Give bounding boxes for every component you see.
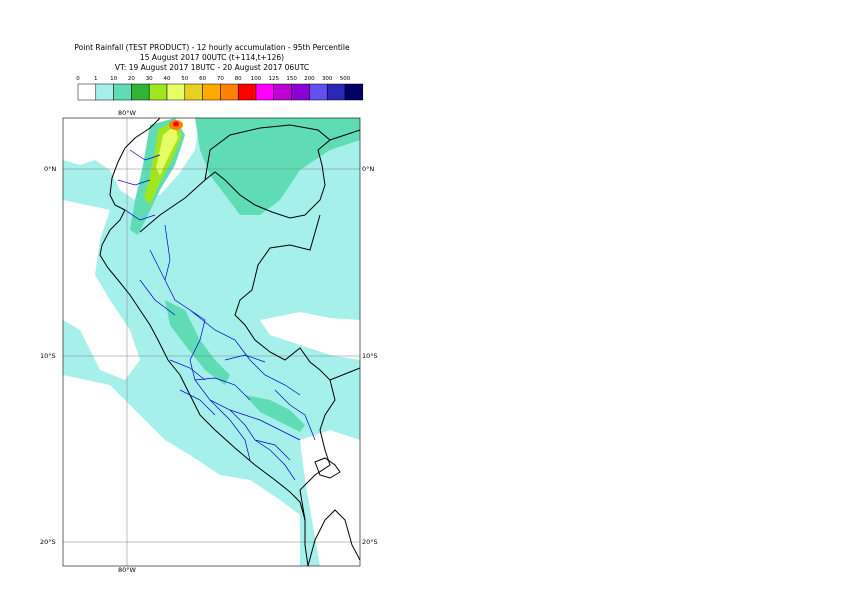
- lake-titicaca: [314, 457, 341, 479]
- legend-label-8: 70: [217, 76, 224, 82]
- ecuador-border: [139, 129, 360, 233]
- legend-label-14: 300: [322, 76, 333, 82]
- legend-label-5: 40: [164, 76, 171, 82]
- dry-area-east: [260, 312, 360, 360]
- legend-label-4: 30: [146, 76, 153, 82]
- peru-brazil-border: [234, 214, 336, 521]
- legend-labels: 0 1 10 20 30 40 50 60 70 80 100 125 150 200 300 500: [76, 76, 350, 82]
- lat-label-10s-left: 10°S: [40, 352, 56, 360]
- rain-fields: [63, 118, 360, 566]
- precipitation-legend: 0 1 10 20 30 40 50 60 70 80 100 125 150 200 300 500: [76, 76, 364, 101]
- legend-label-9: 80: [235, 76, 242, 82]
- title-line-3: VT: 19 August 2017 18UTC - 20 August 201…: [114, 63, 310, 72]
- title-line-2: 15 August 2017 00UTC (t+114,t+126): [139, 53, 285, 62]
- ecuador-provinces: [117, 149, 161, 221]
- graticule: [63, 118, 360, 566]
- chile-border: [307, 509, 360, 566]
- lon-label-bottom: 80°W: [118, 566, 136, 574]
- legend-box-15: [344, 83, 364, 101]
- region-borders: [139, 224, 316, 481]
- legend-label-6: 50: [181, 76, 188, 82]
- legend-label-7: 60: [199, 76, 206, 82]
- moderate-rain-andes-south: [245, 395, 305, 432]
- legend-label-13: 200: [304, 76, 315, 82]
- lat-label-10s-right: 10°S: [362, 352, 378, 360]
- lat-label-eq-right: 0°N: [362, 165, 375, 173]
- map-frame: [62, 117, 361, 567]
- boundaries: [99, 118, 360, 566]
- legend-label-2: 10: [110, 76, 117, 82]
- peak-rain-red: [173, 121, 179, 127]
- legend-label-1: 1: [94, 76, 98, 82]
- legend-color-boxes: [77, 83, 364, 101]
- lon-label-top: 80°W: [118, 109, 136, 117]
- legend-label-11: 125: [269, 76, 280, 82]
- moderate-rain-andes-central: [165, 300, 230, 385]
- lat-label-20s-left: 20°S: [40, 538, 56, 546]
- dry-area-pacific-2: [63, 375, 300, 566]
- legend-label-15: 500: [340, 76, 351, 82]
- lat-label-eq-left: 0°N: [44, 165, 57, 173]
- coastline: [99, 118, 309, 566]
- legend-label-3: 20: [128, 76, 135, 82]
- legend-label-12: 150: [286, 76, 297, 82]
- bolivia-border: [329, 367, 360, 381]
- lat-label-20s-right: 20°S: [362, 538, 378, 546]
- heavy-rain-inner: [156, 125, 178, 175]
- legend-label-10: 100: [251, 76, 262, 82]
- dry-area-pacific-1: [63, 200, 140, 380]
- title-line-1: Point Rainfall (TEST PRODUCT) - 12 hourl…: [74, 43, 350, 52]
- colombia-border: [204, 124, 331, 181]
- legend-label-0: 0: [76, 76, 80, 82]
- dry-area-southeast: [300, 430, 360, 566]
